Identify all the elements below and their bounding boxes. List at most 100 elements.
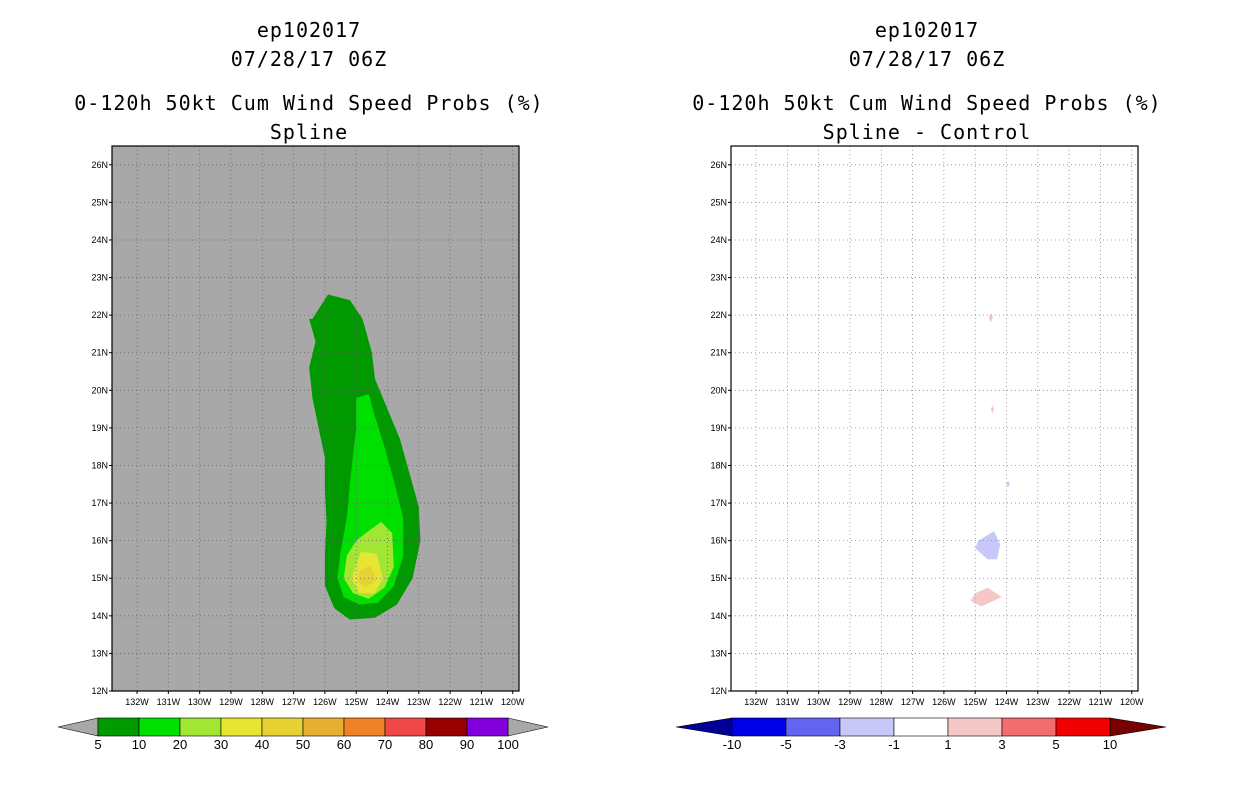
right-colorbar-swatch-2 <box>839 717 895 737</box>
left-colorbar-swatch-8 <box>425 717 468 737</box>
right-title-date: 07/28/17 06Z <box>848 47 1006 71</box>
right-colorbar-label-3: -1 <box>888 737 900 752</box>
right-colorbar-under-triangle <box>675 717 733 737</box>
right-plot: 132W 131W 130W 129W 128W 127W 126W 125W 124W 123W… <box>710 145 1144 707</box>
left-title-method: Spline <box>269 120 349 144</box>
right-colorbar-over-triangle <box>1109 717 1167 737</box>
right-ytick-label-9: 21N <box>710 348 727 358</box>
right-colorbar-label-7: 10 <box>1103 737 1117 752</box>
right-xtick-label-8: 124W <box>995 697 1019 707</box>
left-colorbar-swatch-9 <box>466 717 509 737</box>
right-ytick-label-11: 23N <box>710 273 727 283</box>
left-ytick-label-0: 12N <box>91 686 108 696</box>
right-ytick-label-2: 14N <box>710 611 727 621</box>
right-ytick-label-1: 13N <box>710 648 727 658</box>
right-xtick-label-7: 125W <box>963 697 987 707</box>
left-ytick-label-10: 22N <box>91 310 108 320</box>
right-colorbar-label-4: 1 <box>944 737 951 752</box>
left-title-storm: ep102017 <box>256 18 362 42</box>
left-xtick-label-3: 129W <box>219 697 243 707</box>
left-colorbar-swatch-6 <box>343 717 386 737</box>
right-ytick-label-6: 18N <box>710 460 727 470</box>
left-ytick-label-1: 13N <box>91 648 108 658</box>
left-colorbar-label-0: 5 <box>94 737 101 752</box>
left-colorbar-label-4: 40 <box>255 737 269 752</box>
left-xtick-label-4: 128W <box>251 697 275 707</box>
right-ytick-label-14: 26N <box>710 160 727 170</box>
right-plot-background <box>731 146 1138 691</box>
right-ytick-label-8: 20N <box>710 385 727 395</box>
left-colorbar-label-2: 20 <box>173 737 187 752</box>
right-xtick-label-0: 132W <box>744 697 768 707</box>
right-xtick-label-12: 120W <box>1120 697 1144 707</box>
right-colorbar-label-6: 5 <box>1052 737 1059 752</box>
right-title-storm: ep102017 <box>874 18 980 42</box>
left-plot-frame <box>111 145 520 692</box>
right-xtick-label-11: 121W <box>1089 697 1113 707</box>
right-colorbar-label-0: -10 <box>723 737 742 752</box>
right-xtick-label-6: 126W <box>932 697 956 707</box>
left-ytick-label-7: 19N <box>91 423 108 433</box>
left-colorbar-over-triangle <box>507 717 549 737</box>
right-ytick-label-4: 16N <box>710 536 727 546</box>
left-ytick-label-2: 14N <box>91 611 108 621</box>
right-colorbar: -10 -5 -3 -1 1 3 5 10 <box>675 717 1167 752</box>
right-colorbar-swatch-4 <box>947 717 1003 737</box>
right-xtick-label-4: 128W <box>870 697 894 707</box>
right-xtick-label-2: 130W <box>807 697 831 707</box>
right-ytick-label-10: 22N <box>710 310 727 320</box>
left-ytick-label-3: 15N <box>91 573 108 583</box>
left-colorbar-label-9: 90 <box>460 737 474 752</box>
right-xtick-label-3: 129W <box>838 697 862 707</box>
left-colorbar-swatch-0 <box>97 717 140 737</box>
left-colorbar-under-triangle <box>57 717 99 737</box>
left-xtick-label-8: 124W <box>376 697 400 707</box>
left-colorbar-label-7: 70 <box>378 737 392 752</box>
right-contour-4 <box>970 587 1002 607</box>
left-xtick-label-11: 121W <box>470 697 494 707</box>
right-title-method: Spline - Control <box>822 120 1032 144</box>
left-xtick-label-10: 122W <box>438 697 462 707</box>
right-ytick-label-13: 25N <box>710 197 727 207</box>
left-colorbar-label-10: 100 <box>497 737 519 752</box>
left-colorbar-label-1: 10 <box>132 737 146 752</box>
left-contour-4 <box>357 565 377 588</box>
left-ytick-label-4: 16N <box>91 536 108 546</box>
left-xtick-label-2: 130W <box>188 697 212 707</box>
left-colorbar-label-3: 30 <box>214 737 228 752</box>
left-title-date: 07/28/17 06Z <box>230 47 388 71</box>
left-colorbar-swatch-5 <box>302 717 345 737</box>
left-colorbar-swatch-1 <box>138 717 181 737</box>
right-xtick-label-10: 122W <box>1057 697 1081 707</box>
right-ytick-label-0: 12N <box>710 686 727 696</box>
left-xtick-label-0: 132W <box>125 697 149 707</box>
right-colorbar-label-2: -3 <box>834 737 846 752</box>
left-ytick-label-11: 23N <box>91 273 108 283</box>
left-title-product: 0-120h 50kt Cum Wind Speed Probs (%) <box>74 91 544 115</box>
right-xtick-label-5: 127W <box>901 697 925 707</box>
left-xtick-label-1: 131W <box>157 697 181 707</box>
left-plot-background <box>112 146 519 691</box>
left-xtick-label-9: 123W <box>407 697 431 707</box>
right-colorbar-swatch-5 <box>1001 717 1057 737</box>
left-colorbar: 5 10 20 30 40 50 60 70 80 90 100 <box>57 717 549 752</box>
right-ytick-label-7: 19N <box>710 423 727 433</box>
left-colorbar-swatch-4 <box>261 717 304 737</box>
left-xtick-label-7: 125W <box>344 697 368 707</box>
right-colorbar-swatch-6 <box>1055 717 1111 737</box>
left-ytick-label-14: 26N <box>91 160 108 170</box>
left-ytick-label-12: 24N <box>91 235 108 245</box>
left-ytick-label-9: 21N <box>91 348 108 358</box>
right-ytick-label-12: 24N <box>710 235 727 245</box>
right-colorbar-swatch-3 <box>893 717 949 737</box>
left-ytick-label-8: 20N <box>91 385 108 395</box>
right-plot-frame <box>730 145 1139 692</box>
left-colorbar-label-6: 60 <box>337 737 351 752</box>
right-contour-1 <box>990 405 994 414</box>
right-title-product: 0-120h 50kt Cum Wind Speed Probs (%) <box>692 91 1162 115</box>
left-xtick-label-12: 120W <box>501 697 525 707</box>
left-ytick-label-13: 25N <box>91 197 108 207</box>
right-ytick-label-3: 15N <box>710 573 727 583</box>
right-contour-0 <box>988 313 993 323</box>
